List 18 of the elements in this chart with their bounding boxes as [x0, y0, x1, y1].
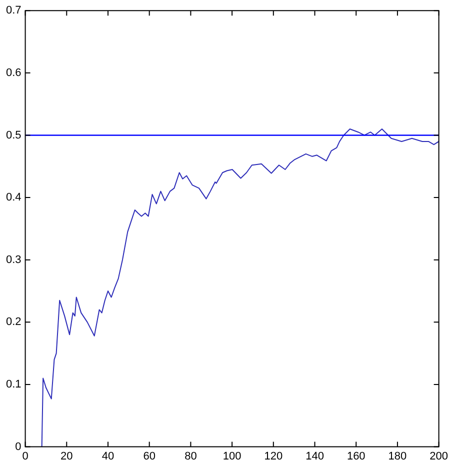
x-tick-label: 120: [264, 450, 283, 462]
y-tick-label: 0.7: [6, 4, 22, 17]
y-tick-label: 0.6: [6, 66, 22, 79]
y-tick-label: 0.2: [6, 316, 22, 328]
x-tick-label: 20: [60, 450, 73, 462]
y-tick-label: 0.5: [6, 129, 22, 142]
y-tick-label: 0: [15, 440, 22, 453]
x-tick-label: 140: [306, 450, 324, 462]
x-tick-label: 180: [388, 450, 407, 462]
x-tick-label: 160: [346, 450, 366, 462]
x-tick-label: 100: [222, 450, 242, 462]
x-tick-label: 40: [102, 450, 114, 462]
x-tick-label: 80: [184, 450, 197, 462]
y-tick-label: 0.1: [6, 378, 22, 391]
y-tick-label: 0.3: [6, 254, 22, 266]
x-tick-label: 60: [143, 450, 156, 462]
x-tick-label: 200: [430, 450, 448, 462]
y-tick-label: 0.4: [6, 192, 22, 204]
